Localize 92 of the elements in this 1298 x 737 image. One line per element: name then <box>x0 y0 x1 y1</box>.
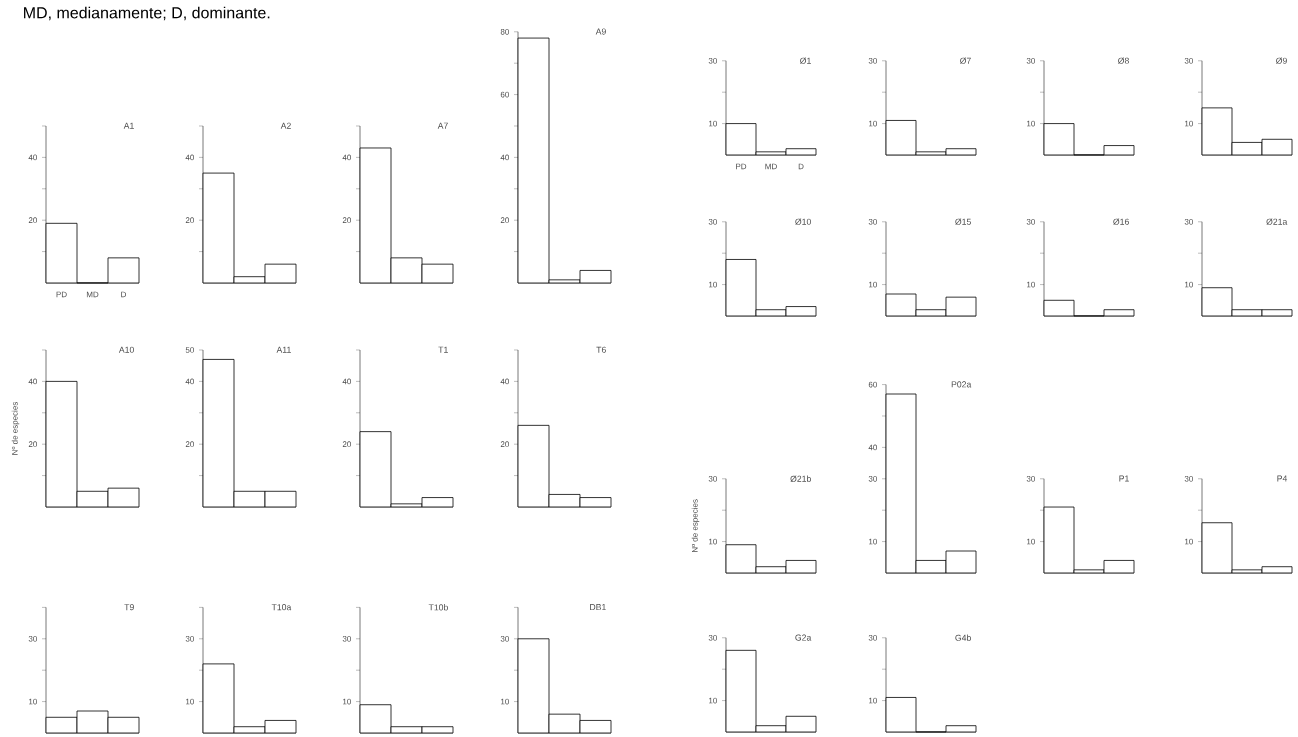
y-tick-label: 60 <box>868 381 877 388</box>
chart-title: DB1 <box>590 604 606 611</box>
chart-title: Ø1 <box>800 57 811 64</box>
chart-title: A7 <box>437 122 448 129</box>
y-tick-label: 60 <box>500 91 509 98</box>
chart-title: G4b <box>955 634 971 641</box>
y-tick-label: 40 <box>28 378 37 385</box>
x-tick-label: PD <box>56 291 67 298</box>
y-tick-label: 30 <box>1184 218 1193 225</box>
y-tick-label: 10 <box>501 698 509 705</box>
chart-title: Ø8 <box>1118 57 1129 64</box>
y-tick-label: 10 <box>709 120 717 127</box>
chart-title: Ø21b <box>790 475 811 482</box>
y-tick-label: 80 <box>500 28 509 35</box>
chart-title: Ø15 <box>955 218 971 225</box>
y-tick-label: 10 <box>1027 281 1035 288</box>
y-tick-label: 30 <box>708 634 717 641</box>
y-tick-label: 10 <box>29 698 37 705</box>
y-tick-label: 40 <box>342 154 351 161</box>
y-tick-label: 30 <box>500 635 509 642</box>
chart-title: Ø9 <box>1276 57 1287 64</box>
chart-title: P1 <box>1119 475 1129 482</box>
x-tick-label: MD <box>86 291 99 298</box>
y-tick-label: 30 <box>1026 57 1035 64</box>
y-tick-label: 40 <box>500 378 509 385</box>
y-tick-label: 30 <box>185 635 194 642</box>
y-tick-label: 10 <box>343 698 351 705</box>
y-tick-label: 10 <box>186 698 194 705</box>
y-tick-label: 40 <box>342 378 351 385</box>
y-tick-label: 30 <box>708 57 717 64</box>
y-tick-label: 30 <box>868 475 877 482</box>
chart-title: A11 <box>276 346 291 353</box>
x-tick-label: MD <box>765 163 777 170</box>
y-tick-label: 20 <box>28 441 37 448</box>
chart-title: A1 <box>123 122 134 129</box>
y-tick-label: 40 <box>500 154 509 161</box>
y-tick-label: 10 <box>869 697 877 704</box>
y-tick-label: 40 <box>185 154 194 161</box>
y-tick-label: 50 <box>185 347 194 353</box>
y-axis-title: Nº de especies <box>11 401 20 455</box>
y-tick-label: 10 <box>709 697 717 704</box>
y-tick-label: 40 <box>868 444 877 451</box>
y-tick-label: 30 <box>868 218 877 225</box>
y-tick-label: 30 <box>28 635 37 642</box>
y-tick-label: 20 <box>185 441 194 448</box>
chart-title: Ø16 <box>1113 218 1129 225</box>
y-tick-label: 30 <box>1184 57 1193 64</box>
x-tick-label: PD <box>736 163 747 170</box>
y-tick-label: 10 <box>869 281 877 288</box>
y-tick-label: 10 <box>709 538 717 545</box>
y-tick-label: 10 <box>1027 120 1035 127</box>
chart-title: T9 <box>124 604 134 611</box>
chart-title: T10a <box>271 604 292 611</box>
chart-title: Ø7 <box>960 57 971 64</box>
chart-title: T6 <box>596 346 606 353</box>
chart-title: T10b <box>428 604 448 611</box>
y-tick-label: 10 <box>709 281 717 288</box>
y-tick-label: 20 <box>500 441 509 448</box>
y-tick-label: 40 <box>28 154 37 161</box>
y-tick-label: 10 <box>1185 120 1193 127</box>
y-tick-label: 10 <box>869 538 877 545</box>
y-tick-label: 10 <box>869 120 877 127</box>
y-tick-label: 30 <box>1026 218 1035 225</box>
y-tick-label: 20 <box>185 217 194 224</box>
text: MD, medianamente; D, dominante. <box>24 6 270 21</box>
y-tick-label: 30 <box>342 635 351 642</box>
x-tick-label: D <box>798 163 804 170</box>
y-tick-label: 10 <box>1185 538 1193 545</box>
y-tick-label: 10 <box>1027 538 1035 545</box>
chart-title: A10 <box>118 346 134 353</box>
y-axis-title: Nº de especies <box>691 499 700 553</box>
chart-title: A9 <box>595 28 606 35</box>
y-tick-label: 30 <box>708 475 717 482</box>
y-tick-label: 10 <box>1185 281 1193 288</box>
y-tick-label: 30 <box>1184 475 1193 482</box>
chart-title: P4 <box>1277 475 1288 482</box>
chart-title: T1 <box>438 346 448 353</box>
y-tick-label: 30 <box>1026 475 1035 482</box>
y-tick-label: 20 <box>28 217 37 224</box>
y-tick-label: 20 <box>342 441 351 448</box>
x-tick-label: D <box>121 291 127 298</box>
chart-title: Ø10 <box>795 218 811 225</box>
chart-title: Ø21a <box>1266 218 1288 225</box>
y-tick-label: 30 <box>868 634 877 641</box>
y-tick-label: 20 <box>500 217 509 224</box>
y-tick-label: 30 <box>708 218 717 225</box>
chart-title: G2a <box>795 634 812 641</box>
y-tick-label: 20 <box>342 217 351 224</box>
chart-title: A2 <box>280 122 291 129</box>
chart-title: P02a <box>951 381 972 388</box>
y-tick-label: 40 <box>185 378 194 385</box>
y-tick-label: 30 <box>868 57 877 64</box>
